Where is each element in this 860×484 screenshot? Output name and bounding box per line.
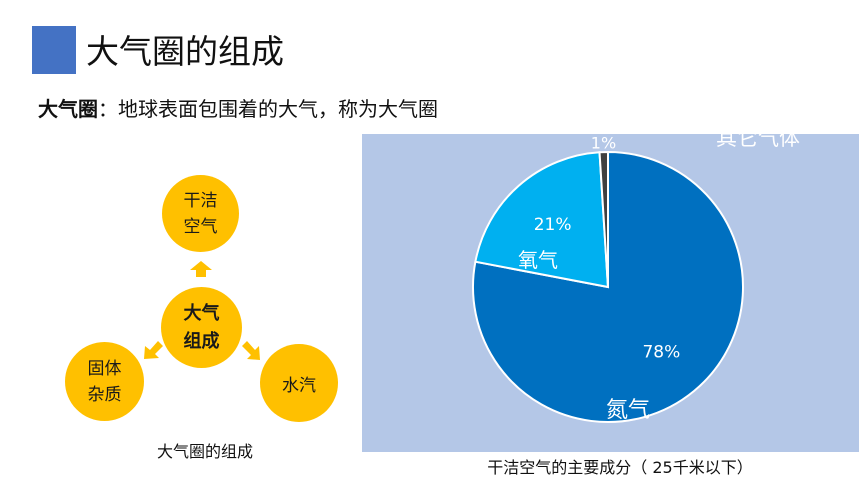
node-solid-line2: 杂质 xyxy=(87,384,122,405)
node-water-vapor: 水汽 xyxy=(260,344,338,422)
node-center: 大气 组成 xyxy=(161,287,242,368)
page-title: 大气圈的组成 xyxy=(86,32,284,71)
pie-category-label-3: 其它气体 xyxy=(716,134,800,150)
title-accent-bar xyxy=(32,26,76,74)
node-dry-air: 干洁 空气 xyxy=(162,175,239,252)
pie-data-label-3: 1% xyxy=(591,134,616,153)
chart-caption: 干洁空气的主要成分（ 25千米以下） xyxy=(487,458,753,477)
node-dry-air-line2: 空气 xyxy=(183,216,218,237)
pie-slice-2 xyxy=(474,151,610,289)
pie-data-label-2: 21% xyxy=(534,215,572,235)
node-solid-impurities: 固体 杂质 xyxy=(65,342,144,421)
node-center-line2: 组成 xyxy=(183,330,220,352)
definition-line: 大气圈：地球表面包围着的大气，称为大气圈 xyxy=(38,95,438,123)
node-water-label: 水汽 xyxy=(282,375,316,396)
arrow-down-left-icon xyxy=(144,341,163,359)
definition-term: 大气圈 xyxy=(38,97,98,121)
arrow-down-right-icon xyxy=(242,341,260,360)
node-dry-air-line1: 干洁 xyxy=(183,190,218,211)
pie-category-label-2: 氧气 xyxy=(518,248,558,272)
node-center-line1: 大气 xyxy=(183,302,220,324)
pie-chart: 78% 氮气 21% 氧气 1% 其它气体 xyxy=(472,134,800,423)
diagram-caption: 大气圈的组成 xyxy=(156,442,253,461)
pie-data-label-1: 78% xyxy=(642,342,680,362)
definition-text: ：地球表面包围着的大气，称为大气圈 xyxy=(98,97,438,121)
pie-slice-3 xyxy=(598,150,609,288)
pie-category-label-1: 氮气 xyxy=(606,398,650,423)
arrow-up-icon xyxy=(190,261,212,277)
node-solid-line1: 固体 xyxy=(87,358,122,379)
